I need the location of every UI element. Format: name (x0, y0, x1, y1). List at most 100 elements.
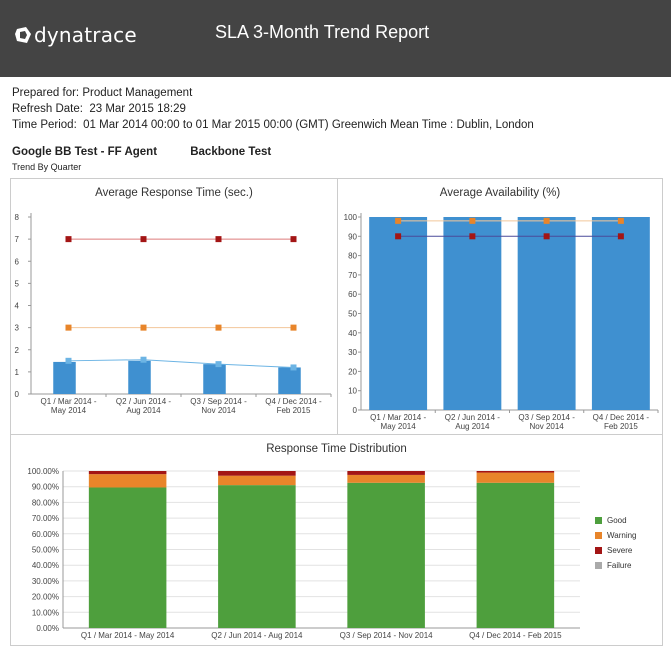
series-marker (215, 236, 222, 243)
series-marker (65, 236, 72, 243)
x-tick-label: Q1 / Mar 2014 - (40, 397, 96, 406)
dynatrace-logo-icon (15, 27, 31, 43)
y-tick-label: 100 (344, 213, 358, 222)
y-tick-label: 8 (15, 213, 20, 222)
report-meta: Prepared for: Product Management Refresh… (12, 85, 534, 133)
bar (128, 360, 151, 394)
series-marker (543, 217, 550, 224)
y-tick-label: 40.00% (32, 561, 59, 570)
x-tick-label: Q1 / Mar 2014 - (370, 413, 426, 422)
response-time-chart: 0 1 2 3 4 5 6 7 8 Q1 / Mar 2014 -May 2014 Q2 / Jun… (15, 213, 332, 415)
stacked-bar-segment (476, 482, 555, 628)
x-tick-label: Q2 / Jun 2014 - Aug 2014 (211, 631, 303, 640)
series-line (68, 359, 294, 368)
series-marker (140, 236, 147, 243)
series-marker (215, 361, 222, 368)
series-marker (290, 324, 297, 331)
x-tick-label: Feb 2015 (277, 406, 311, 415)
y-tick-label: 30 (348, 348, 357, 357)
stacked-bar-segment (218, 471, 296, 476)
y-tick-label: 0 (15, 390, 20, 399)
y-tick-label: 50 (348, 310, 357, 319)
legend-swatch (595, 517, 602, 524)
series-marker (617, 217, 624, 224)
availability-title: Average Availability (%) (439, 187, 561, 199)
series-marker (65, 324, 72, 331)
series-marker (469, 233, 476, 240)
legend-swatch (595, 562, 602, 569)
x-tick-label: Feb 2015 (604, 422, 638, 431)
series-marker (543, 233, 550, 240)
y-tick-label: 10.00% (32, 608, 59, 617)
y-tick-label: 60.00% (32, 530, 59, 539)
series-marker (215, 324, 222, 331)
legend-label: Good (607, 516, 627, 525)
y-tick-label: 100.00% (27, 467, 59, 476)
y-tick-label: 4 (15, 302, 20, 311)
stacked-bar-segment (88, 471, 167, 475)
x-tick-label: Q1 / Mar 2014 - May 2014 (81, 631, 175, 640)
y-tick-label: 20 (348, 367, 357, 376)
x-tick-label: Q2 / Jun 2014 - (445, 413, 500, 422)
y-tick-label: 5 (15, 279, 20, 288)
stacked-bar-segment (476, 472, 555, 483)
y-tick-label: 70.00% (32, 514, 59, 523)
series-marker (395, 233, 402, 240)
y-tick-label: 90.00% (32, 483, 59, 492)
stacked-bar-segment (88, 487, 167, 628)
series-marker (290, 364, 297, 371)
response-time-panel: Average Response Time (sec.) 0 1 2 3 4 5 6 7 8 Q1… (10, 178, 338, 435)
x-tick-label: Aug 2014 (126, 406, 161, 415)
time-period: Time Period: 01 Mar 2014 00:00 to 01 Mar… (12, 119, 534, 131)
dynatrace-logo: dynatrace (14, 20, 137, 50)
stacked-bar-segment (218, 475, 296, 486)
series-marker (140, 356, 147, 363)
bar (517, 217, 576, 410)
y-tick-label: 1 (15, 368, 20, 377)
stacked-bar-segment (347, 471, 425, 475)
x-tick-label: Q3 / Sep 2014 - (518, 413, 575, 422)
x-tick-label: Q4 / Dec 2014 - (265, 397, 322, 406)
y-tick-label: 6 (15, 257, 20, 266)
series-marker (290, 236, 297, 243)
distribution-panel: Response Time Distribution 0.00% 10.00% 20… (10, 434, 663, 646)
legend-swatch (595, 547, 602, 554)
prepared-for: Prepared for: Product Management (12, 87, 193, 99)
stacked-bar-segment (347, 482, 425, 628)
test-name-backbone: Backbone Test (190, 146, 272, 158)
distribution-chart: 0.00% 10.00% 20.00% 30.00% 40.00% 50.00% 60.00… (27, 467, 637, 640)
y-tick-label: 30.00% (32, 577, 59, 586)
x-tick-label: Q2 / Jun 2014 - (116, 397, 171, 406)
y-tick-label: 70 (348, 271, 357, 280)
test-names: Google BB Test - FF Agent Backbone Test (12, 146, 301, 158)
y-tick-label: 80.00% (32, 498, 59, 507)
availability-panel: Average Availability (%) 0 10 20 30 40 50 60 70… (337, 178, 663, 435)
y-tick-label: 40 (348, 329, 357, 338)
x-tick-label: Q4 / Dec 2014 - Feb 2015 (469, 631, 562, 640)
y-tick-label: 3 (15, 324, 20, 333)
availability-chart: 0 10 20 30 40 50 60 70 80 90 100 Q1 / Mar 2014 -May… (344, 213, 659, 431)
x-tick-label: May 2014 (381, 422, 417, 431)
y-tick-label: 0 (353, 406, 358, 415)
y-tick-label: 20.00% (32, 593, 59, 602)
legend-swatch (595, 532, 602, 539)
bar (443, 217, 502, 410)
y-tick-label: 50.00% (32, 546, 59, 555)
report-header: dynatrace SLA 3-Month Trend Report (0, 0, 671, 77)
x-tick-label: Nov 2014 (530, 422, 565, 431)
y-tick-label: 90 (348, 232, 357, 241)
y-tick-label: 10 (348, 387, 357, 396)
legend-label: Severe (607, 546, 633, 555)
y-tick-label: 2 (15, 346, 20, 355)
series-marker (469, 217, 476, 224)
x-tick-label: Q4 / Dec 2014 - (593, 413, 650, 422)
x-tick-label: Aug 2014 (455, 422, 490, 431)
legend-label: Warning (607, 531, 637, 540)
report-title: SLA 3-Month Trend Report (215, 22, 430, 42)
series-marker (65, 357, 72, 364)
bar (53, 361, 76, 394)
y-tick-label: 60 (348, 290, 357, 299)
x-tick-label: Q3 / Sep 2014 - Nov 2014 (340, 631, 434, 640)
bar (278, 367, 301, 394)
y-tick-label: 0.00% (36, 624, 59, 633)
